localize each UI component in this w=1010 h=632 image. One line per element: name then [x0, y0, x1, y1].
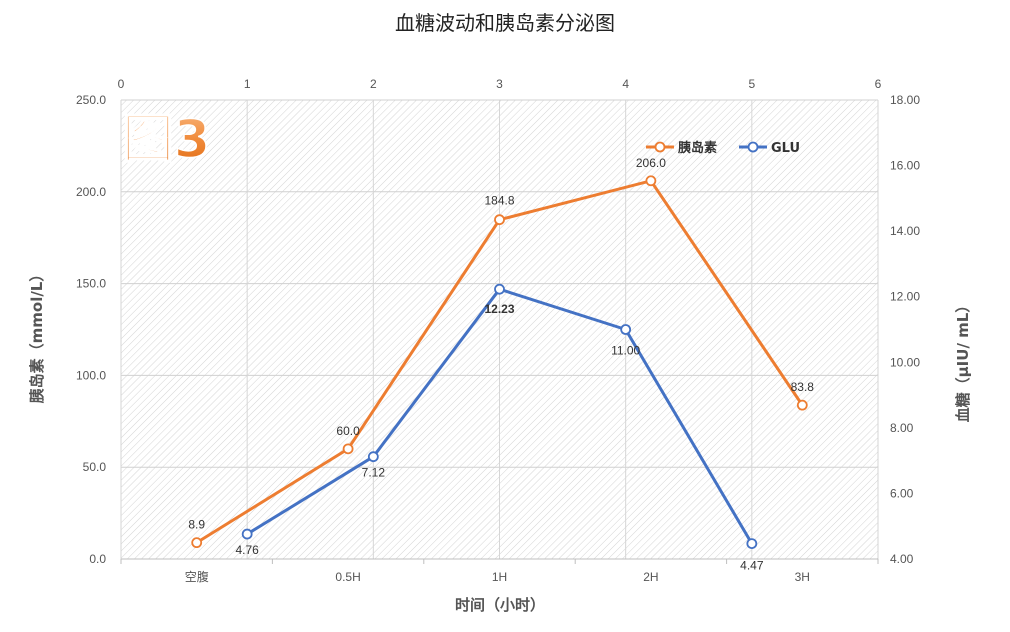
- data-label: 4.76: [235, 543, 259, 557]
- right-y-tick-label: 6.00: [890, 486, 914, 500]
- data-label: 11.00: [611, 344, 640, 358]
- top-x-tick-label: 1: [244, 77, 251, 91]
- series-insulin: 8.9 60.0 184.8 206.0 83.8: [188, 156, 815, 549]
- top-x-tick-label: 5: [748, 77, 755, 91]
- axes: 空腹 0.5H 1H 2H 3H0 1 2 3 4 5 60.050.0100.0150.0200.…: [76, 77, 920, 584]
- left-y-tick-label: 0.0: [89, 552, 106, 566]
- x-tick-label: 空腹: [185, 570, 209, 584]
- left-y-tick-label: 200.0: [76, 185, 106, 199]
- x-tick-label: 3H: [795, 570, 810, 584]
- left-y-tick-label: 250.0: [76, 93, 106, 107]
- x-tick-label: 0.5H: [335, 570, 360, 584]
- data-label: 4.47: [740, 559, 764, 573]
- legend-label: 胰岛素: [678, 140, 717, 156]
- left-axis-title: 胰岛素（mmol/L）: [28, 267, 46, 404]
- top-x-tick-label: 6: [875, 77, 882, 91]
- data-label: 7.12: [362, 466, 386, 480]
- legend-marker: [654, 141, 666, 153]
- x-axis-title: 时间（小时）: [455, 596, 545, 614]
- left-y-tick-label: 50.0: [83, 460, 107, 474]
- data-label: 60.0: [336, 424, 360, 438]
- data-point: [796, 399, 808, 411]
- legend: 胰岛素 GLU: [646, 140, 800, 156]
- right-y-tick-label: 8.00: [890, 421, 914, 435]
- series-glu: 4.76 7.12 12.23 11.00 4.47: [235, 283, 764, 573]
- data-point: [367, 451, 379, 463]
- top-x-tick-label: 3: [496, 77, 503, 91]
- data-point: [645, 175, 657, 187]
- top-x-tick-label: 2: [370, 77, 377, 91]
- data-point: [620, 324, 632, 335]
- data-point: [746, 538, 758, 549]
- data-label: 184.8: [484, 194, 514, 208]
- right-y-tick-label: 16.00: [890, 159, 920, 173]
- data-label: 8.9: [188, 518, 205, 532]
- data-point: [241, 528, 253, 540]
- data-label: 12.23: [484, 302, 514, 316]
- x-tick-label: 2H: [643, 570, 658, 584]
- left-y-tick-label: 100.0: [76, 368, 106, 382]
- top-x-tick-label: 0: [118, 77, 125, 91]
- right-y-tick-label: 12.00: [890, 290, 920, 304]
- right-y-tick-label: 14.00: [890, 224, 920, 238]
- data-point: [494, 214, 505, 226]
- data-label: 83.8: [791, 380, 815, 394]
- left-y-tick-label: 150.0: [76, 277, 106, 291]
- right-y-tick-label: 18.00: [890, 93, 920, 107]
- right-y-tick-label: 10.00: [890, 355, 920, 369]
- data-label: 206.0: [636, 156, 666, 170]
- chart-title: 血糖波动和胰岛素分泌图: [395, 11, 615, 35]
- series-layer: 8.960.0184.8206.083.84.767.1212.2311.004…: [188, 156, 814, 573]
- data-point: [494, 283, 505, 295]
- data-point: [342, 443, 354, 455]
- x-tick-label: 1H: [492, 570, 507, 584]
- right-y-tick-label: 4.00: [890, 552, 914, 566]
- legend-marker: [747, 141, 759, 153]
- data-point: [191, 537, 203, 549]
- top-x-tick-label: 4: [622, 77, 629, 91]
- figure-badge: 图3: [122, 110, 210, 170]
- right-axis-title: 血糖（µIU/ mL）: [954, 298, 972, 423]
- legend-label: GLU: [771, 141, 800, 156]
